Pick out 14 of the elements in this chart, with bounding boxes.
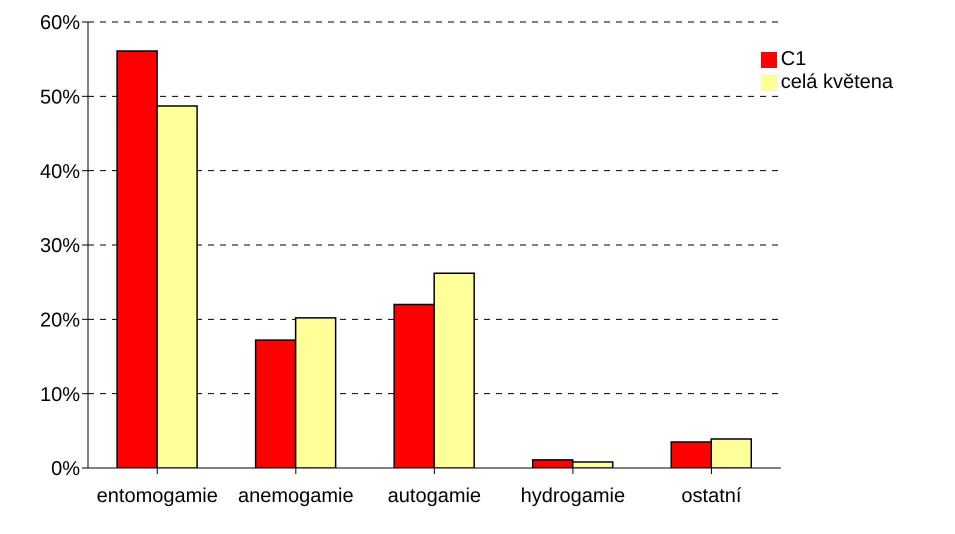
x-tick-label: entomogamie [96,485,218,508]
y-tick-label: 0% [51,458,80,480]
y-tick-label: 60% [40,12,80,34]
x-tick-label: ostatní [681,485,742,508]
legend-label: C1 [780,48,806,70]
y-tick-label: 40% [40,160,80,183]
x-tick-label: hydrogamie [520,485,626,508]
x-tick-label: anemogamie [238,485,354,508]
y-tick-label: 30% [40,235,80,258]
legend-label: celá květena [780,71,893,93]
y-tick-label: 20% [40,309,80,332]
x-tick-label: autogamie [388,485,482,508]
y-tick-label: 50% [40,86,80,108]
y-tick-label: 10% [40,384,80,406]
